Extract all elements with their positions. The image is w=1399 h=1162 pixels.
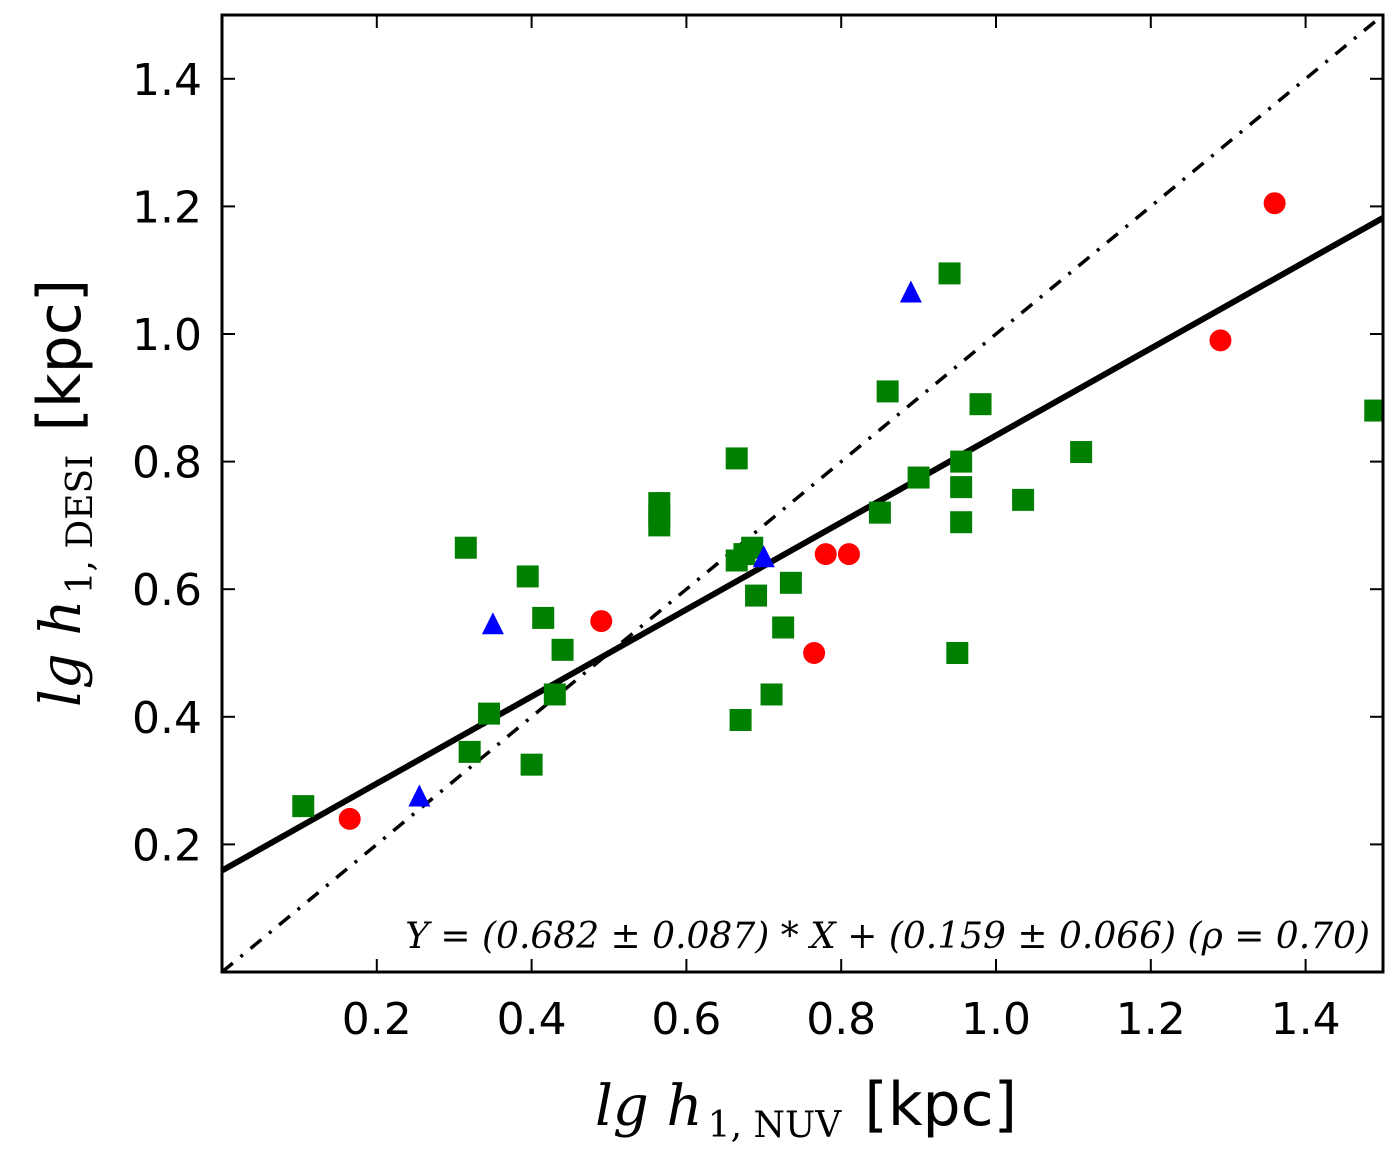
triangles-point	[752, 545, 775, 568]
svg-text:lg h 1, NUV [kpc]: lg h 1, NUV [kpc]	[595, 1070, 1017, 1146]
y-axis-label-sub: 1, DESI	[60, 455, 101, 595]
y-tick-labels: 0.2 0.4 0.6 0.8 1.0 1.2 1.4	[132, 55, 202, 872]
x-tick-labels: 0.2 0.4 0.6 0.8 1.0 1.2 1.4	[342, 994, 1341, 1045]
squares-point	[478, 702, 501, 725]
svg-text:lg h 1, DESI [kpc]: lg h 1, DESI [kpc]	[25, 279, 101, 707]
y-tick-label: 1.0	[132, 310, 202, 361]
y-axis-label: lg h 1, DESI [kpc]	[25, 279, 101, 707]
circles-point	[837, 543, 860, 566]
y-axis-label-main: lg h	[29, 600, 94, 708]
y-axis-label-unit: [kpc]	[25, 279, 95, 432]
squares-point	[543, 683, 566, 706]
y-tick-label: 1.2	[132, 182, 202, 233]
circles-point	[590, 610, 613, 633]
squares-point	[969, 393, 992, 416]
squares-point	[725, 447, 748, 470]
x-tick-label: 1.0	[961, 994, 1031, 1045]
triangles-point	[899, 280, 922, 303]
x-axis-label: lg h 1, NUV [kpc]	[595, 1070, 1017, 1146]
y-tick-label: 0.6	[132, 565, 202, 616]
x-axis-label-main: lg h	[595, 1074, 703, 1139]
x-tick-label: 0.6	[651, 994, 721, 1045]
squares-point	[779, 571, 802, 594]
squares-point	[1070, 441, 1093, 464]
squares-point	[741, 536, 764, 559]
x-tick-label: 0.4	[497, 994, 567, 1045]
x-tick-label: 1.4	[1271, 994, 1341, 1045]
data-markers	[292, 192, 1383, 830]
x-tick-label: 0.2	[342, 994, 412, 1045]
one-to-one-line	[222, 15, 1383, 972]
squares-point	[1364, 399, 1383, 422]
squares-point	[907, 466, 930, 489]
fit-lines	[222, 15, 1383, 972]
triangles-point	[481, 612, 504, 635]
circles-point	[803, 642, 826, 664]
squares-point	[946, 642, 969, 664]
y-tick-label: 0.8	[132, 438, 202, 489]
circles-point	[1263, 192, 1286, 215]
squares-point	[454, 536, 477, 559]
circles-point	[1209, 329, 1232, 352]
squares-point	[938, 262, 961, 285]
circles-point	[338, 807, 361, 830]
x-axis-label-sub: 1, NUV	[708, 1105, 843, 1146]
squares-point	[520, 753, 543, 776]
y-tick-label: 0.2	[132, 820, 202, 871]
y-tick-label: 1.4	[132, 55, 202, 106]
squares-point	[876, 380, 899, 403]
x-axis-label-unit: [kpc]	[864, 1070, 1017, 1140]
squares-point	[745, 584, 768, 607]
squares-point	[648, 514, 671, 537]
x-tick-label: 1.2	[1116, 994, 1186, 1045]
y-tick-label: 0.4	[132, 693, 202, 744]
squares-point	[729, 708, 752, 731]
circles-point	[814, 543, 837, 566]
squares-point	[950, 450, 973, 473]
squares-point	[1012, 488, 1035, 511]
squares-point	[292, 795, 315, 818]
squares-point	[868, 501, 891, 524]
plot-frame	[220, 13, 1385, 974]
x-tick-label: 0.8	[806, 994, 876, 1045]
squares-point	[950, 476, 973, 499]
squares-point	[532, 606, 555, 629]
triangles-point	[408, 784, 431, 807]
fit-annotation: Y = (0.682 ± 0.087) * X + (0.159 ± 0.066…	[405, 916, 1370, 957]
squares-point	[772, 616, 795, 639]
squares-point	[458, 740, 481, 763]
squares-point	[551, 638, 574, 661]
squares-point	[760, 683, 783, 706]
squares-point	[516, 565, 539, 588]
fit-line	[222, 215, 1383, 874]
squares-point	[950, 511, 973, 534]
axis-ticks	[222, 15, 1383, 972]
